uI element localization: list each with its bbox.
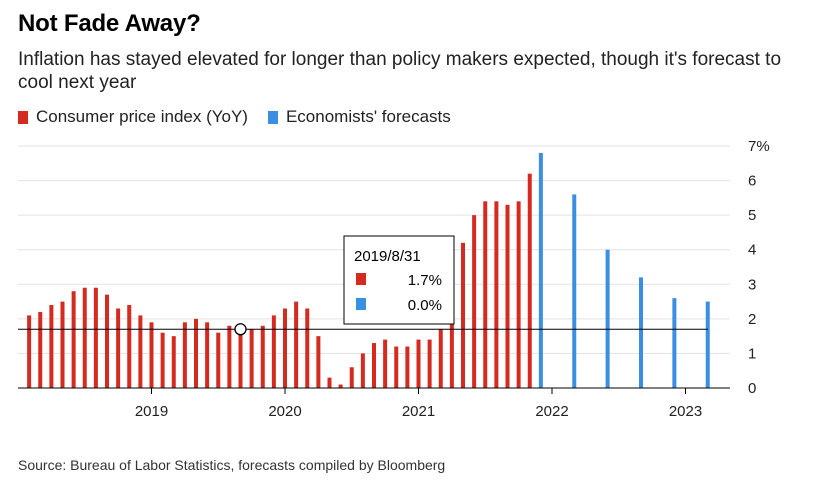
cpi-bar [505,204,510,388]
cpi-bar [27,315,32,388]
cpi-bar [182,322,187,388]
cpi-bar [127,305,132,388]
legend-item-forecast[interactable]: Economists' forecasts [267,107,451,127]
x-tick-label: 2023 [669,403,702,420]
cpi-bar [316,336,321,388]
cpi-bar [427,339,432,388]
cpi-bar [227,325,232,388]
cpi-bar [416,339,421,388]
cpi-bar [438,329,443,388]
y-tick-label: 3 [748,276,756,293]
legend: Consumer price index (YoY) Economists' f… [18,107,471,127]
cpi-bar [294,301,299,388]
legend-swatch-forecast [267,110,278,124]
y-tick-label: 6 [748,173,756,190]
cpi-bar [160,332,165,388]
cpi-bar [472,215,477,388]
tooltip-value-forecast: 0.0% [408,297,442,314]
cpi-bar [93,287,98,388]
y-tick-label: 5 [748,207,756,224]
y-tick-label: 4 [748,242,756,259]
cpi-bar [349,367,354,388]
forecast-bar [672,298,677,388]
legend-swatch-cpi [18,110,28,124]
cpi-bar [260,325,265,388]
cpi-bar [116,308,121,388]
cpi-bar [238,329,243,388]
y-tick-label: 2 [748,311,756,328]
cpi-bar [516,201,521,388]
cpi-bar [383,339,388,388]
cpi-bar [360,353,365,388]
cpi-bar [138,315,143,388]
source-note: Source: Bureau of Labor Statistics, fore… [18,457,446,473]
cpi-bar [305,308,310,388]
legend-item-cpi[interactable]: Consumer price index (YoY) [18,107,248,127]
cpi-bar [38,311,43,388]
cpi-bar [49,305,54,388]
cpi-bar [527,173,532,388]
forecast-bar [639,277,643,388]
cpi-bar [216,332,221,388]
tooltip: 2019/8/31 1.7% 0.0% [343,235,455,325]
cpi-bar [82,287,87,388]
y-tick-label: 7% [748,138,770,155]
reference-line [18,323,708,336]
cpi-bar [60,301,65,388]
y-tick-label: 0 [748,380,756,397]
x-tick-label: 2022 [535,403,568,420]
cpi-bar [271,315,276,388]
cpi-bar [394,346,399,388]
cpi-bar [327,377,332,388]
tooltip-swatch-cpi [356,273,366,285]
axes: 0 1 2 3 4 5 6 7% 2019 2020 2021 2022 2023 [18,138,770,420]
cpi-bar [461,242,465,388]
x-tick-label: 2021 [402,403,435,420]
legend-label-cpi: Consumer price index (YoY) [36,107,248,126]
forecast-bar [572,194,577,388]
y-tick-label: 1 [748,345,756,362]
cpi-bar [405,346,410,388]
chart-title: Not Fade Away? [18,10,201,37]
bars [27,152,710,388]
cpi-bar [494,201,499,388]
cpi-bar [171,336,176,388]
cpi-bar [483,201,488,388]
cpi-bar [338,384,343,388]
cpi-bar [205,322,210,388]
forecast-bar [538,152,543,388]
cpi-bar [149,322,154,388]
cpi-bar [283,308,287,388]
hover-marker [234,323,247,336]
cpi-bar [71,291,76,388]
cpi-bar [249,329,254,388]
cpi-bar [105,294,109,388]
cpi-bar [372,343,376,388]
forecast-bar [605,249,610,388]
x-tick-label: 2019 [135,403,168,420]
forecast-bar [705,301,710,388]
tooltip-swatch-forecast [356,298,366,310]
tooltip-value-cpi: 1.7% [408,272,442,289]
chart-subtitle: Inflation has stayed elevated for longer… [18,49,782,93]
legend-label-forecast: Economists' forecasts [285,107,451,126]
x-tick-label: 2020 [268,403,301,420]
cpi-bar [449,298,454,388]
tooltip-date: 2019/8/31 [354,248,421,265]
cpi-bar [194,318,198,388]
